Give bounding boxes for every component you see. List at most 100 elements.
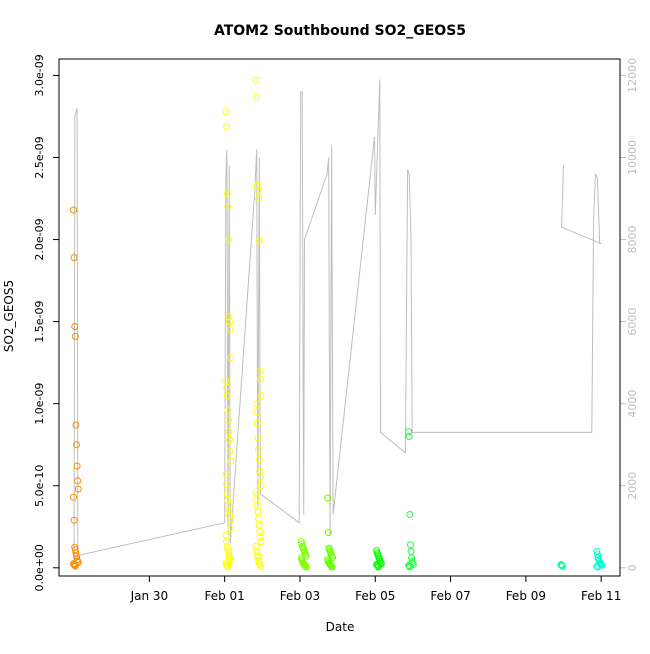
- data-point: [71, 332, 79, 340]
- data-point: [324, 494, 332, 502]
- data-point: [252, 76, 260, 84]
- data-point: [223, 543, 231, 550]
- y2-tick-label: 6000: [626, 308, 639, 336]
- data-point: [257, 482, 265, 490]
- data-point: [406, 511, 414, 518]
- data-point: [594, 551, 601, 559]
- data-point: [253, 547, 261, 555]
- data-point: [256, 467, 264, 475]
- data-point: [324, 529, 332, 536]
- data-point: [256, 474, 264, 481]
- flight-series-6: [373, 547, 385, 571]
- data-point: [73, 441, 80, 449]
- data-point: [70, 206, 77, 214]
- y-tick-label: 0.0e+00: [33, 544, 46, 591]
- flight-series-4: [297, 538, 310, 571]
- data-point: [225, 313, 233, 321]
- data-point: [256, 367, 264, 375]
- data-point: [255, 446, 263, 454]
- flight-series-2: [222, 108, 235, 571]
- data-point: [302, 562, 309, 570]
- data-point: [374, 562, 382, 570]
- data-point: [405, 428, 413, 436]
- data-point: [252, 400, 260, 408]
- data-point: [223, 190, 231, 198]
- data-point: [256, 528, 264, 536]
- data-point: [252, 488, 260, 496]
- data-point: [405, 433, 413, 440]
- data-point: [598, 561, 606, 569]
- data-point: [70, 493, 77, 501]
- data-point: [253, 93, 261, 101]
- data-point: [222, 470, 230, 478]
- data-point: [71, 546, 79, 554]
- y-axis-label: SO2_GEOS5: [2, 280, 16, 352]
- flight-series-8: [557, 561, 566, 570]
- axes-layer: Jan 30 Feb 01 Feb 03 Feb 05 Feb 07 Feb 09 Feb …: [33, 54, 639, 603]
- flight-series-9: [593, 547, 606, 571]
- data-point: [255, 195, 263, 202]
- data-point: [253, 419, 261, 427]
- data-point: [257, 538, 265, 545]
- data-point: [227, 557, 235, 565]
- data-point: [70, 561, 78, 568]
- data-point: [593, 562, 601, 570]
- data-point: [328, 563, 336, 571]
- data-point: [224, 416, 232, 424]
- data-point: [223, 538, 231, 545]
- y2-tick-label: 4000: [626, 390, 639, 418]
- data-point: [226, 326, 234, 334]
- data-point: [302, 563, 310, 571]
- data-point: [226, 436, 234, 444]
- data-point: [253, 408, 261, 416]
- y-tick-label: 1.5e-09: [33, 300, 46, 342]
- data-point: [252, 543, 260, 550]
- altitude-layer: [73, 79, 602, 560]
- plot-frame: [58, 58, 621, 577]
- data-point: [72, 421, 80, 429]
- y-tick-label: 5.0e-10: [33, 465, 46, 507]
- data-point: [225, 506, 233, 514]
- y2-tick-label: 2000: [626, 472, 639, 500]
- data-point: [223, 392, 231, 399]
- data-point: [226, 447, 234, 455]
- data-point: [224, 236, 232, 243]
- data-point: [256, 375, 264, 383]
- data-point: [253, 501, 261, 509]
- data-point: [71, 323, 79, 330]
- data-point: [594, 563, 601, 571]
- data-point: [406, 541, 414, 549]
- data-point: [74, 485, 82, 493]
- chart-title: ATOM2 Southbound SO2_GEOS5: [214, 23, 466, 39]
- data-point: [226, 511, 234, 519]
- data-point: [408, 554, 416, 562]
- data-point: [558, 562, 566, 570]
- data-point: [70, 516, 78, 524]
- data-point: [227, 354, 235, 362]
- flight-series-3: [252, 76, 265, 570]
- y2-tick-label: 10000: [626, 140, 639, 175]
- data-point: [224, 497, 232, 504]
- data-point: [255, 456, 263, 463]
- y2-tick-label: 12000: [626, 58, 639, 93]
- data-point: [226, 516, 234, 524]
- data-point: [255, 521, 263, 529]
- x-tick-label: Feb 03: [280, 589, 320, 603]
- data-point: [374, 563, 382, 571]
- data-point: [224, 563, 232, 571]
- data-point: [73, 462, 81, 470]
- x-tick-label: Feb 11: [581, 589, 621, 603]
- y2-tick-label: 8000: [626, 226, 639, 254]
- data-point: [253, 551, 261, 559]
- data-point: [223, 480, 231, 488]
- data-point: [254, 554, 262, 562]
- y-tick-label: 3.0e-09: [33, 54, 46, 96]
- data-point: [406, 563, 414, 571]
- y-tick-label: 1.0e-09: [33, 383, 46, 425]
- data-point: [73, 552, 80, 560]
- points-layer: [70, 76, 606, 571]
- data-point: [327, 562, 335, 570]
- data-point: [70, 254, 78, 262]
